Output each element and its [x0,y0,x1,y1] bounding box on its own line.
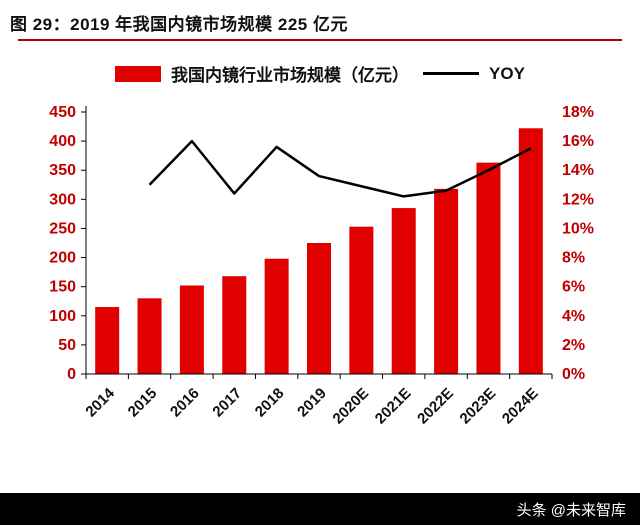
watermark-text: 头条 @未来智库 [516,501,626,519]
svg-text:2014: 2014 [82,384,118,420]
bar-series-swatch [115,65,162,82]
svg-text:150: 150 [49,279,76,296]
svg-text:100: 100 [49,308,76,325]
svg-text:400: 400 [49,133,76,150]
title-divider [18,39,622,41]
svg-text:200: 200 [49,250,76,267]
svg-text:6%: 6% [562,279,585,296]
svg-text:18%: 18% [562,104,594,121]
line-series-label: YOY [489,63,525,83]
svg-text:2%: 2% [562,337,585,354]
line-series-swatch [423,72,480,75]
page-title: 图 29：2019 年我国内镜市场规模 225 亿元 [10,15,348,34]
legend-item-bars: 我国内镜行业市场规模（亿元） [115,61,409,86]
svg-text:350: 350 [49,162,76,179]
svg-text:2016: 2016 [167,385,203,421]
footer-bar: 头条 @未来智库 [0,493,640,525]
svg-text:0: 0 [67,366,76,383]
svg-text:2015: 2015 [125,385,161,421]
chart-area: 0 50 100 150 200 250 300 350 400 450 0% 2% 4% 6% 8% 10%… [0,90,640,487]
svg-text:12%: 12% [562,191,594,208]
chart-header: 图 29：2019 年我国内镜市场规模 225 亿元 [0,0,640,47]
svg-text:8%: 8% [562,250,585,267]
svg-text:16%: 16% [562,133,594,150]
svg-text:10%: 10% [562,220,594,237]
svg-text:250: 250 [49,220,76,237]
legend: 我国内镜行业市场规模（亿元） YOY [0,47,640,90]
chart-svg: 0 50 100 150 200 250 300 350 400 450 0% 2% 4% 6% 8% 10%… [49,104,594,428]
svg-text:2020E: 2020E [330,385,373,428]
svg-text:2024E: 2024E [499,385,542,428]
svg-text:2022E: 2022E [414,385,457,428]
svg-text:0%: 0% [562,366,585,383]
svg-text:450: 450 [49,104,76,121]
svg-text:4%: 4% [562,308,585,325]
bar-series-label: 我国内镜行业市场规模（亿元） [171,66,410,85]
svg-text:2019: 2019 [294,385,330,421]
svg-text:50: 50 [58,337,76,354]
svg-text:2021E: 2021E [372,385,415,428]
svg-text:2017: 2017 [209,385,245,421]
svg-text:2023E: 2023E [457,385,500,428]
svg-text:2018: 2018 [252,385,288,421]
legend-item-line: YOY [423,64,525,84]
svg-text:300: 300 [49,191,76,208]
svg-text:14%: 14% [562,162,594,179]
